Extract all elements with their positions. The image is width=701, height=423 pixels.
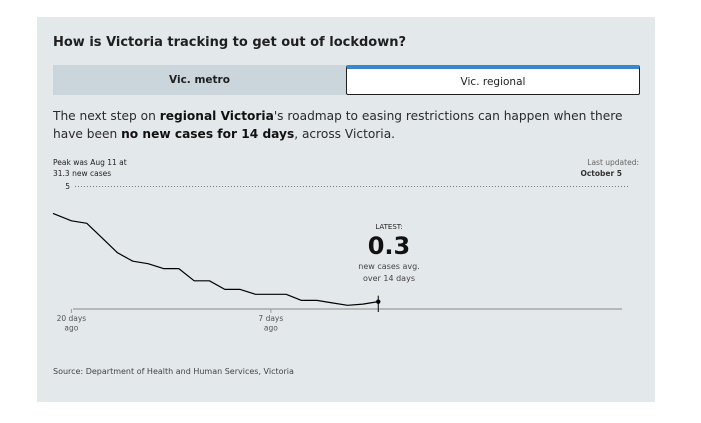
description-bold-region: regional Victoria xyxy=(159,109,274,123)
latest-label: LATEST: xyxy=(375,223,402,231)
peak-note-line2: 31.3 new cases xyxy=(53,169,111,178)
description-text-2: 's roadmap to easing restrictions can ha… xyxy=(53,109,623,141)
x-tick-label: ago xyxy=(64,324,78,333)
series-line xyxy=(52,212,379,306)
latest-caption-line1: new cases avg. xyxy=(358,262,419,271)
line-chart: Peak was Aug 11 at 31.3 new cases Last u… xyxy=(52,158,639,333)
source-note: Source: Department of Health and Human S… xyxy=(53,367,294,376)
latest-value: 0.3 xyxy=(368,232,411,260)
chart-card: How is Victoria tracking to get out of l… xyxy=(37,17,655,402)
description-text-3: , across Victoria. xyxy=(294,127,396,141)
tab-vic-metro-label: Vic. metro xyxy=(169,74,230,86)
last-updated-label: Last updated: xyxy=(587,158,639,167)
x-tick-label: 7 days xyxy=(258,314,283,323)
description: The next step on regional Victoria's roa… xyxy=(53,107,645,143)
tab-vic-regional-label: Vic. regional xyxy=(460,75,526,88)
description-text-1: The next step on xyxy=(53,109,160,123)
tab-vic-regional[interactable]: Vic. regional xyxy=(346,65,640,95)
x-tick-label: ago xyxy=(264,324,278,333)
last-updated-date: October 5 xyxy=(580,169,622,178)
tab-vic-metro[interactable]: Vic. metro xyxy=(53,65,346,95)
peak-note-line1: Peak was Aug 11 at xyxy=(53,158,127,167)
x-tick-label: 20 days xyxy=(57,314,87,323)
latest-caption-line2: over 14 days xyxy=(363,274,415,283)
chart-title: How is Victoria tracking to get out of l… xyxy=(53,35,407,50)
description-bold-condition: no new cases for 14 days xyxy=(121,127,295,141)
latest-point xyxy=(376,299,381,304)
reference-line-label: 5 xyxy=(65,182,70,191)
